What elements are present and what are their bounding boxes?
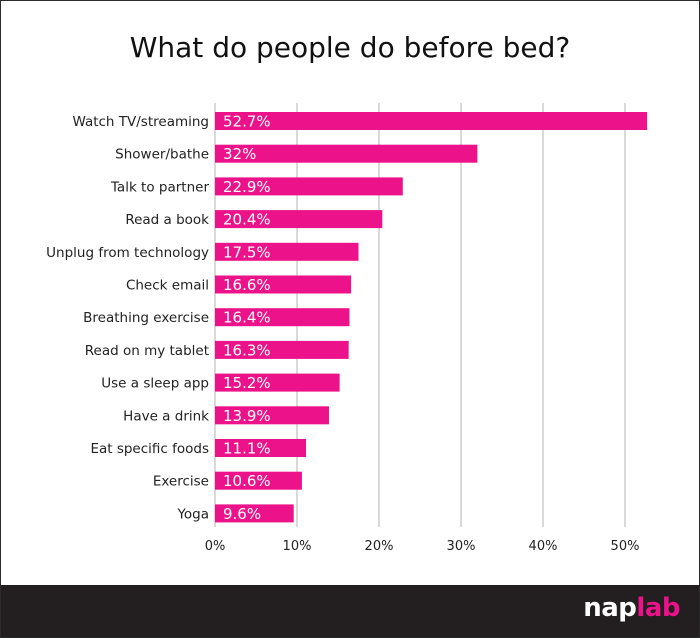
chart-title: What do people do before bed? <box>129 31 571 64</box>
category-label: Talk to partner <box>110 179 210 195</box>
category-labels: Watch TV/streaming Shower/bathe Talk to pa… <box>46 114 209 522</box>
naplab-logo: naplab <box>583 593 680 623</box>
bar-value-label: 20.4% <box>223 211 271 229</box>
category-label: Read a book <box>125 212 209 228</box>
bar-value-label: 32% <box>223 145 256 163</box>
category-label: Yoga <box>176 506 209 522</box>
category-label: Exercise <box>153 474 209 490</box>
bar-value-label: 9.6% <box>223 505 261 523</box>
bar <box>215 373 340 392</box>
bar-value-label: 10.6% <box>223 472 271 490</box>
bar <box>215 439 307 457</box>
bar <box>215 144 478 163</box>
bar-value-label: 11.1% <box>223 440 271 458</box>
x-tick-label: 20% <box>365 539 394 554</box>
category-label: Eat specific foods <box>90 441 209 457</box>
category-label: Unplug from technology <box>46 245 209 261</box>
x-tick-labels: 0% 10% 20% 30% 40% 50% <box>205 539 640 554</box>
bar-chart: 52.7% 32% 22.9% 20.4% 17.5% 16.6% 16.4% 16.3% 15… <box>46 103 648 554</box>
category-label: Have a drink <box>123 408 209 424</box>
bar-value-label: 52.7% <box>223 113 271 131</box>
category-label: Shower/bathe <box>115 147 209 163</box>
x-tick-label: 10% <box>283 539 312 554</box>
x-tick-label: 30% <box>447 539 476 554</box>
logo-lab: lab <box>636 593 680 623</box>
bar <box>215 275 352 294</box>
bar-value-label: 16.4% <box>223 309 271 327</box>
bar-value-label: 16.6% <box>223 276 271 294</box>
bar <box>215 242 359 261</box>
category-label: Read on my tablet <box>85 343 209 359</box>
logo-nap: nap <box>583 593 637 623</box>
footer-bar: naplab <box>1 585 699 637</box>
bar-value-label: 15.2% <box>223 374 271 392</box>
bar-value-label: 17.5% <box>223 243 271 261</box>
bar <box>215 112 648 130</box>
bar <box>215 210 383 229</box>
bar <box>215 177 403 196</box>
category-label: Use a sleep app <box>101 376 209 392</box>
category-label: Check email <box>126 278 209 294</box>
bar <box>215 308 350 327</box>
bar-value-label: 16.3% <box>223 341 271 359</box>
bar-value-label: 13.9% <box>223 407 271 425</box>
x-tick-label: 40% <box>529 539 558 554</box>
category-label: Breathing exercise <box>83 310 209 326</box>
category-label: Watch TV/streaming <box>72 114 209 130</box>
x-tick-label: 0% <box>205 539 226 554</box>
bar-value-label: 22.9% <box>223 178 271 196</box>
bar <box>215 340 349 359</box>
bars: 52.7% 32% 22.9% 20.4% 17.5% 16.6% 16.4% 16.3% 15… <box>215 112 648 523</box>
bar <box>215 504 294 523</box>
x-tick-label: 50% <box>611 539 640 554</box>
bar <box>215 406 329 425</box>
bar <box>215 471 302 490</box>
